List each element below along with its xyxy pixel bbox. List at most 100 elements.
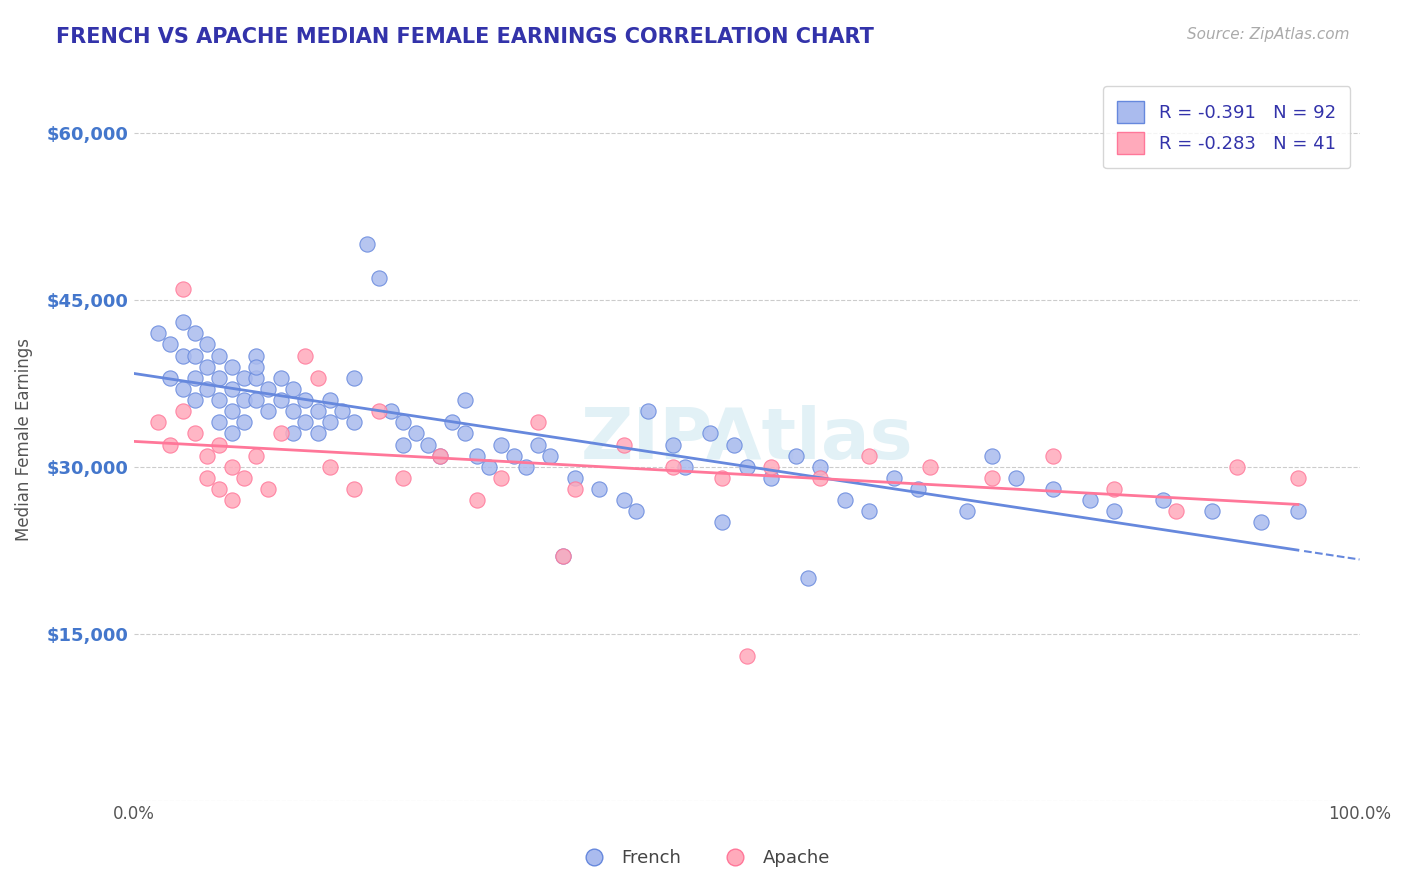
Point bbox=[356, 237, 378, 252]
Point bbox=[626, 504, 648, 518]
Point bbox=[1164, 504, 1187, 518]
Point bbox=[564, 471, 586, 485]
Point bbox=[907, 482, 929, 496]
Point bbox=[195, 382, 218, 396]
Point bbox=[956, 504, 979, 518]
Point bbox=[527, 437, 550, 451]
Point bbox=[453, 426, 475, 441]
Point bbox=[294, 393, 316, 408]
Point bbox=[613, 437, 636, 451]
Point bbox=[184, 426, 207, 441]
Point bbox=[208, 349, 231, 363]
Point bbox=[1201, 504, 1223, 518]
Point bbox=[195, 359, 218, 374]
Point bbox=[172, 282, 194, 296]
Point bbox=[429, 449, 451, 463]
Point bbox=[245, 349, 267, 363]
Point bbox=[270, 371, 292, 385]
Point bbox=[367, 404, 389, 418]
Point bbox=[281, 426, 304, 441]
Point bbox=[330, 404, 353, 418]
Point bbox=[613, 493, 636, 508]
Point bbox=[441, 415, 464, 429]
Point bbox=[662, 459, 685, 474]
Point bbox=[294, 349, 316, 363]
Point bbox=[551, 549, 574, 563]
Point bbox=[502, 449, 524, 463]
Point bbox=[808, 471, 831, 485]
Point bbox=[294, 415, 316, 429]
Point bbox=[208, 371, 231, 385]
Point bbox=[392, 471, 415, 485]
Point bbox=[699, 426, 721, 441]
Y-axis label: Median Female Earnings: Median Female Earnings bbox=[15, 337, 32, 541]
Point bbox=[195, 471, 218, 485]
Point bbox=[478, 459, 501, 474]
Point bbox=[808, 459, 831, 474]
Point bbox=[319, 459, 342, 474]
Point bbox=[797, 571, 820, 585]
Point bbox=[233, 371, 256, 385]
Point bbox=[257, 382, 280, 396]
Point bbox=[146, 415, 169, 429]
Point bbox=[1286, 471, 1309, 485]
Point bbox=[1005, 471, 1028, 485]
Point bbox=[858, 504, 880, 518]
Point bbox=[159, 371, 181, 385]
Point bbox=[343, 482, 366, 496]
Point bbox=[208, 482, 231, 496]
Point bbox=[588, 482, 610, 496]
Point bbox=[245, 449, 267, 463]
Point bbox=[980, 449, 1002, 463]
Point bbox=[662, 437, 685, 451]
Point bbox=[159, 337, 181, 351]
Point bbox=[270, 426, 292, 441]
Point bbox=[1104, 504, 1126, 518]
Point bbox=[172, 315, 194, 329]
Point bbox=[319, 415, 342, 429]
Point bbox=[858, 449, 880, 463]
Point bbox=[146, 326, 169, 341]
Point bbox=[184, 371, 207, 385]
Point bbox=[184, 326, 207, 341]
Point bbox=[538, 449, 561, 463]
Point bbox=[307, 404, 329, 418]
Point bbox=[416, 437, 439, 451]
Text: Source: ZipAtlas.com: Source: ZipAtlas.com bbox=[1187, 27, 1350, 42]
Point bbox=[785, 449, 807, 463]
Point bbox=[1152, 493, 1174, 508]
Point bbox=[405, 426, 427, 441]
Point bbox=[343, 371, 366, 385]
Point bbox=[1042, 482, 1064, 496]
Point bbox=[184, 393, 207, 408]
Point bbox=[245, 359, 267, 374]
Point bbox=[233, 393, 256, 408]
Point bbox=[195, 449, 218, 463]
Point bbox=[172, 404, 194, 418]
Point bbox=[195, 337, 218, 351]
Point bbox=[735, 648, 758, 663]
Point bbox=[1042, 449, 1064, 463]
Point bbox=[343, 415, 366, 429]
Point bbox=[221, 382, 243, 396]
Legend: French, Apache: French, Apache bbox=[569, 842, 837, 874]
Point bbox=[221, 459, 243, 474]
Point bbox=[380, 404, 402, 418]
Point bbox=[221, 426, 243, 441]
Point bbox=[465, 449, 488, 463]
Point bbox=[1250, 516, 1272, 530]
Text: FRENCH VS APACHE MEDIAN FEMALE EARNINGS CORRELATION CHART: FRENCH VS APACHE MEDIAN FEMALE EARNINGS … bbox=[56, 27, 875, 46]
Point bbox=[257, 482, 280, 496]
Legend: R = -0.391   N = 92, R = -0.283   N = 41: R = -0.391 N = 92, R = -0.283 N = 41 bbox=[1102, 87, 1351, 169]
Point bbox=[221, 404, 243, 418]
Point bbox=[527, 415, 550, 429]
Point bbox=[208, 415, 231, 429]
Point bbox=[491, 471, 513, 485]
Point bbox=[551, 549, 574, 563]
Point bbox=[834, 493, 856, 508]
Point bbox=[1286, 504, 1309, 518]
Point bbox=[564, 482, 586, 496]
Point bbox=[245, 393, 267, 408]
Point bbox=[465, 493, 488, 508]
Point bbox=[257, 404, 280, 418]
